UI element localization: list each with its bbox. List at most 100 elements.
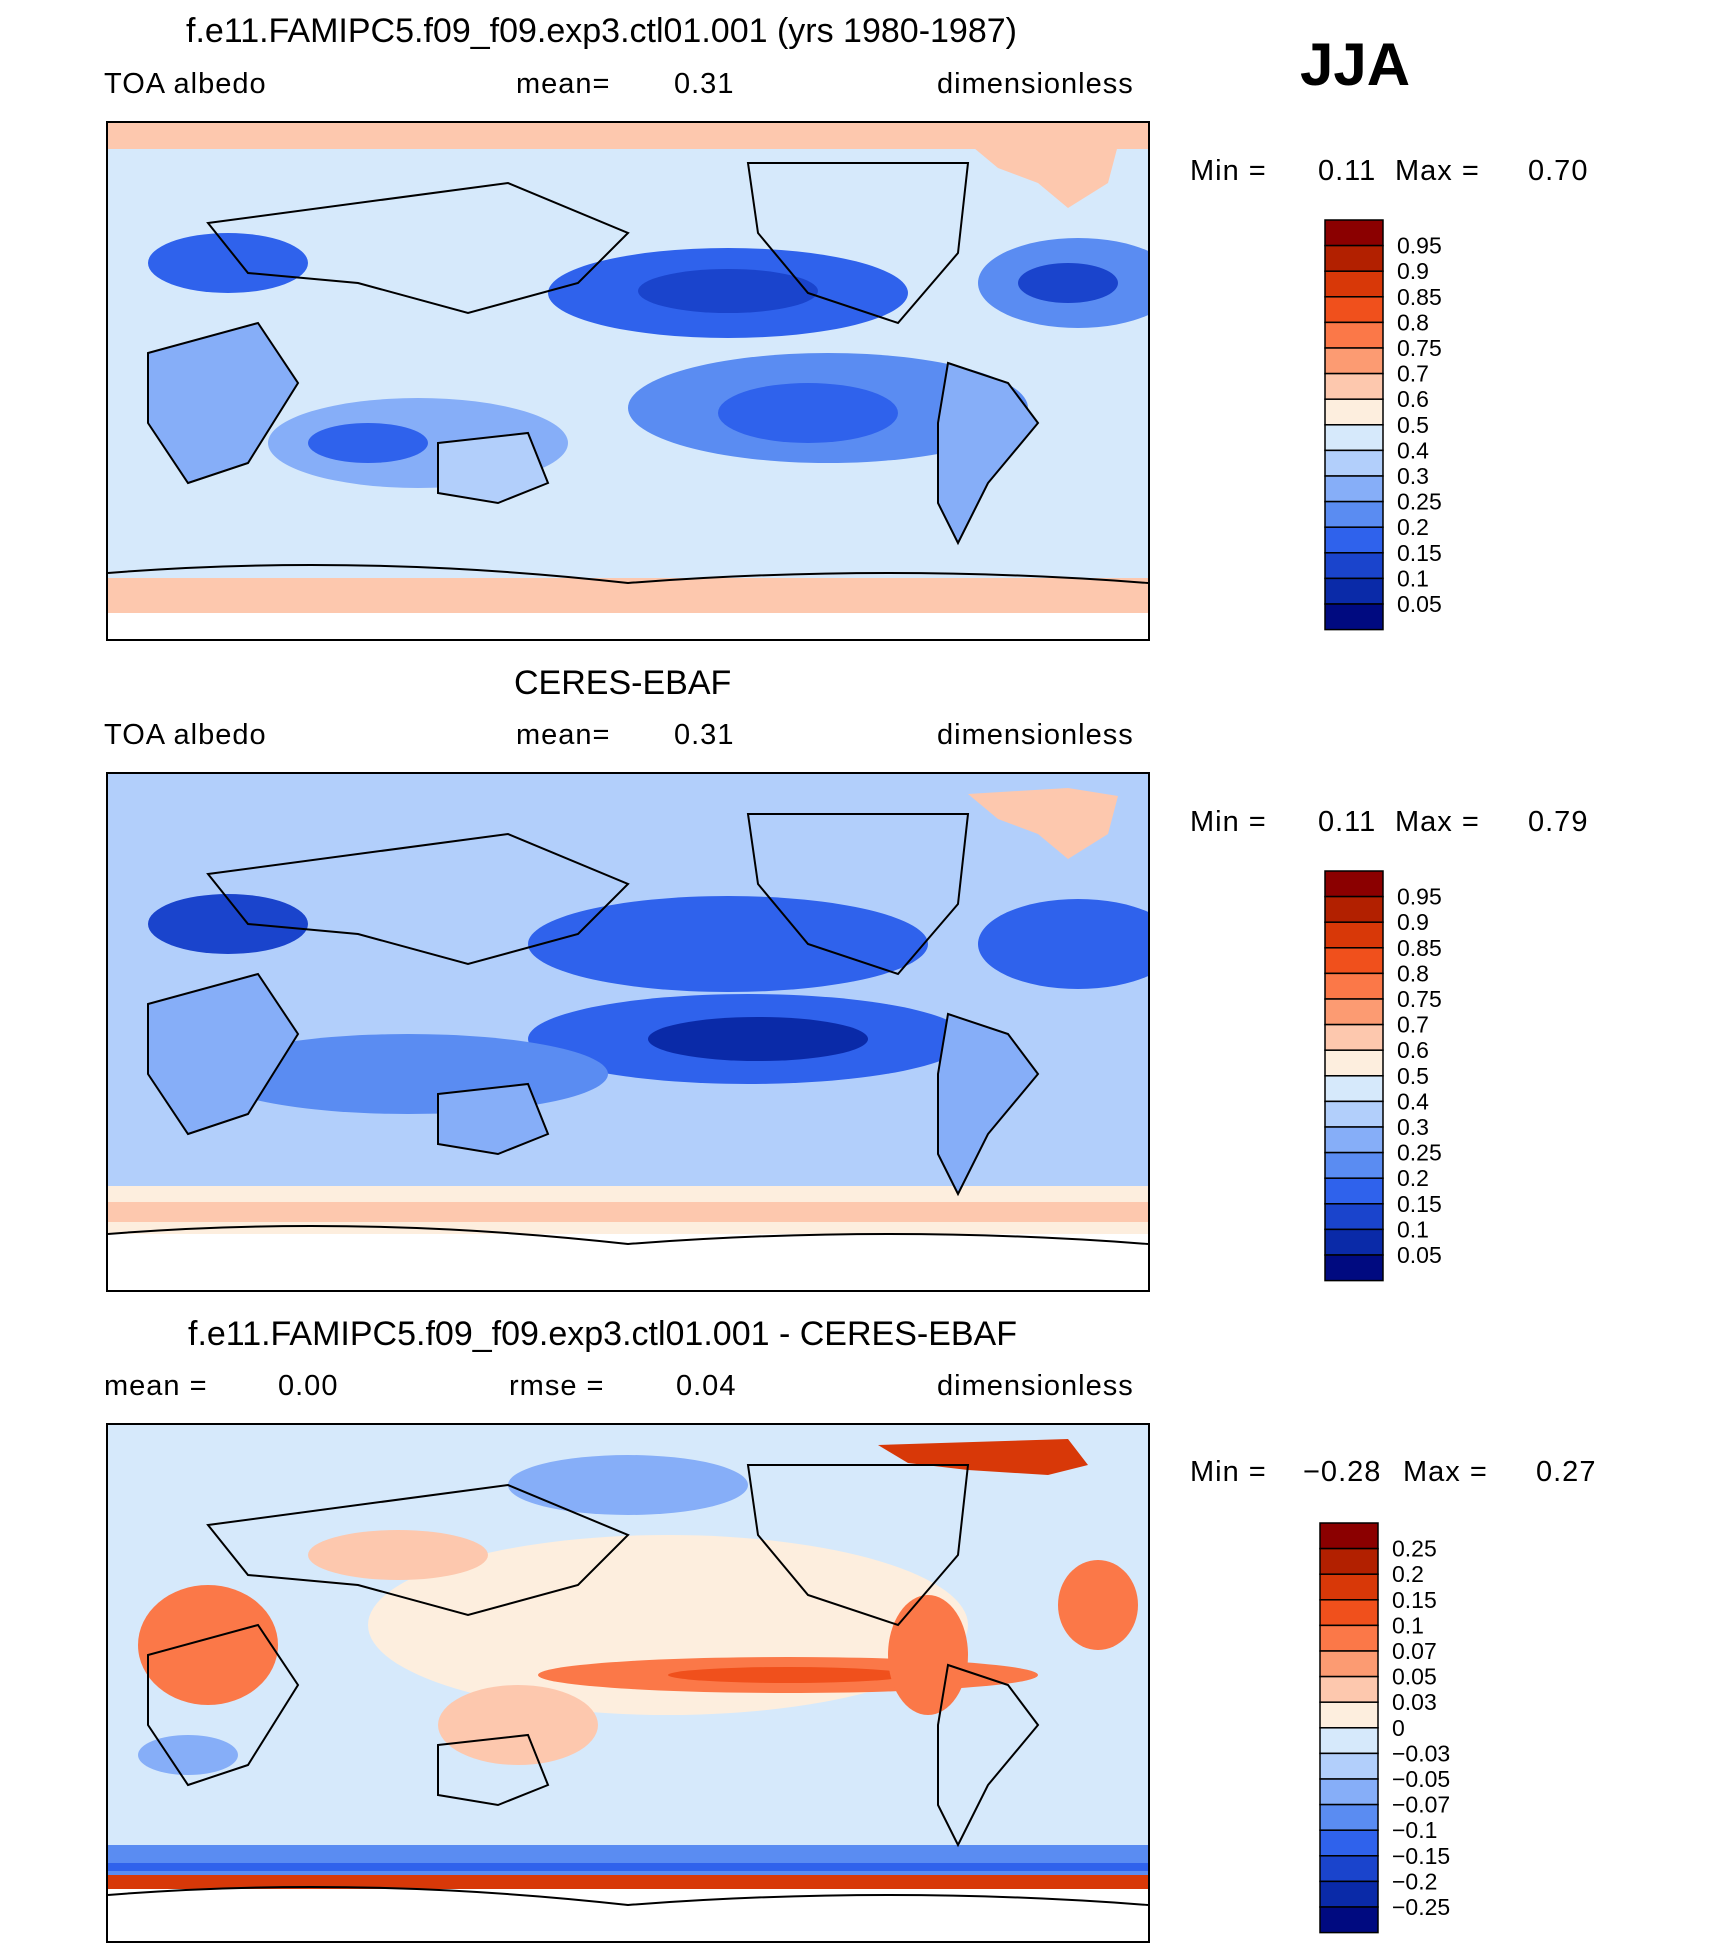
colorbar-swatch [1319, 1727, 1379, 1755]
colorbar-tick-label: 0.2 [1392, 1561, 1424, 1587]
colorbar-tick-label: 0.7 [1397, 361, 1429, 387]
panel1-max-value: 0.70 [1528, 155, 1589, 187]
colorbar-swatch [1324, 1151, 1384, 1179]
colorbar-tick-label: −0.05 [1392, 1766, 1450, 1792]
colorbar-swatch [1319, 1829, 1379, 1857]
colorbar-tick-label: 0.15 [1397, 1191, 1442, 1217]
panel2-colorbar: 0.95 0.9 0.85 0.8 0.75 0.7 0.6 0.5 0.4 0.3 0.25 0.2… [1324, 870, 1485, 1287]
panel2-min-label: Min = [1190, 806, 1267, 838]
panel3-mean-value: 0.00 [278, 1370, 339, 1402]
colorbar-tick-label: 0.15 [1392, 1587, 1437, 1613]
colorbar-tick-label: 0.5 [1397, 412, 1429, 438]
colorbar-tick-label: 0.2 [1397, 1165, 1429, 1191]
panel2-max-value: 0.79 [1528, 806, 1589, 838]
panel3-rmse-label: rmse = [509, 1370, 605, 1402]
panel1-units-label: dimensionless [937, 68, 1134, 100]
colorbar-swatch [1319, 1573, 1379, 1601]
colorbar-tick-label: −0.03 [1392, 1740, 1450, 1766]
colorbar-swatch [1324, 398, 1384, 426]
colorbar-swatch [1324, 603, 1384, 631]
panel2-mean-value: 0.31 [674, 719, 735, 751]
colorbar-swatch [1319, 1752, 1379, 1780]
panel1-mean-label: mean= [516, 68, 611, 100]
panel1-title: f.e11.FAMIPC5.f09_f09.exp3.ctl01.001 (yr… [186, 12, 1017, 50]
colorbar-swatch [1324, 1100, 1384, 1128]
panel1-colorbar: 0.95 0.9 0.85 0.8 0.75 0.7 0.6 0.5 0.4 0.3 0.25 0.2… [1324, 219, 1485, 636]
colorbar-swatch [1324, 244, 1384, 272]
colorbar-swatch [1319, 1599, 1379, 1627]
panel1-map-svg [108, 123, 1148, 639]
panel1-map [106, 121, 1150, 641]
colorbar-tick-label: −0.2 [1392, 1868, 1437, 1894]
colorbar-swatch [1324, 270, 1384, 298]
colorbar-swatch [1324, 1177, 1384, 1205]
panel2-mean-label: mean= [516, 719, 611, 751]
colorbar-swatch [1324, 1023, 1384, 1051]
panel1-mean-value: 0.31 [674, 68, 735, 100]
colorbar-swatch [1324, 475, 1384, 503]
colorbar-tick-label: 0.1 [1397, 565, 1429, 591]
colorbar-tick-label: 0.85 [1397, 935, 1442, 961]
colorbar-tick-label: −0.1 [1392, 1817, 1437, 1843]
panel2-map-svg [108, 774, 1148, 1290]
panel3-min-value: −0.28 [1303, 1456, 1382, 1488]
colorbar-tick-label: 0.25 [1397, 1140, 1442, 1166]
colorbar-tick-label: 0.03 [1392, 1689, 1437, 1715]
panel3-rmse-value: 0.04 [676, 1370, 737, 1402]
panel2-variable-label: TOA albedo [104, 719, 267, 751]
panel3-title: f.e11.FAMIPC5.f09_f09.exp3.ctl01.001 - C… [188, 1315, 1017, 1353]
colorbar-tick-label: 0.6 [1397, 1037, 1429, 1063]
panel3-colorbar: 0.25 0.2 0.15 0.1 0.07 0.05 0.03 0 −0.03 −0.05 −0.… [1319, 1522, 1480, 1939]
colorbar-tick-label: 0.4 [1397, 1088, 1429, 1114]
panel2-min-value: 0.11 [1318, 806, 1377, 838]
colorbar-swatch [1324, 1228, 1384, 1256]
colorbar-tick-label: 0.25 [1397, 489, 1442, 515]
colorbar-swatch [1324, 500, 1384, 528]
colorbar-tick-label: 0.8 [1397, 309, 1429, 335]
panel2-title: CERES-EBAF [514, 664, 732, 702]
colorbar-swatch [1324, 449, 1384, 477]
colorbar-tick-label: 0.07 [1392, 1638, 1437, 1664]
colorbar-swatch [1324, 1049, 1384, 1077]
colorbar-swatch [1324, 895, 1384, 923]
colorbar-tick-label: 0.85 [1397, 284, 1442, 310]
panel2-units-label: dimensionless [937, 719, 1134, 751]
panel2-map [106, 772, 1150, 1292]
colorbar-tick-label: 0.95 [1397, 884, 1442, 910]
colorbar-swatch [1324, 1075, 1384, 1103]
colorbar-tick-label: −0.15 [1392, 1843, 1450, 1869]
colorbar-tick-label: 0.1 [1397, 1216, 1429, 1242]
colorbar-tick-label: 0 [1392, 1715, 1405, 1741]
colorbar-swatch [1324, 870, 1384, 898]
panel1-min-value: 0.11 [1318, 155, 1377, 187]
colorbar-swatch [1319, 1880, 1379, 1908]
colorbar-tick-label: 0.25 [1392, 1536, 1437, 1562]
colorbar-swatch [1324, 577, 1384, 605]
panel1-max-label: Max = [1395, 155, 1480, 187]
panel3-max-value: 0.27 [1536, 1456, 1597, 1488]
colorbar-swatch [1319, 1855, 1379, 1883]
panel1-variable-label: TOA albedo [104, 68, 267, 100]
colorbar-swatch [1319, 1803, 1379, 1831]
colorbar-tick-label: 0.2 [1397, 514, 1429, 540]
colorbar-swatch [1319, 1650, 1379, 1678]
colorbar-tick-label: 0.75 [1397, 986, 1442, 1012]
colorbar-tick-label: 0.9 [1397, 258, 1429, 284]
colorbar-tick-label: −0.25 [1392, 1894, 1450, 1920]
colorbar-tick-label: 0.9 [1397, 909, 1429, 935]
colorbar-swatch [1324, 972, 1384, 1000]
panel3-min-label: Min = [1190, 1456, 1267, 1488]
colorbar-swatch [1324, 526, 1384, 554]
panel3-units-label: dimensionless [937, 1370, 1134, 1402]
colorbar-tick-label: −0.07 [1392, 1792, 1450, 1818]
colorbar-swatch [1319, 1778, 1379, 1806]
colorbar-tick-label: 0.3 [1397, 1114, 1429, 1140]
colorbar-tick-label: 0.8 [1397, 960, 1429, 986]
colorbar-swatch [1324, 998, 1384, 1026]
colorbar-swatch [1324, 347, 1384, 375]
colorbar-tick-label: 0.05 [1392, 1664, 1437, 1690]
colorbar-swatch [1324, 1254, 1384, 1282]
panel1-min-label: Min = [1190, 155, 1267, 187]
colorbar-tick-label: 0.4 [1397, 437, 1429, 463]
panel3-max-label: Max = [1403, 1456, 1488, 1488]
